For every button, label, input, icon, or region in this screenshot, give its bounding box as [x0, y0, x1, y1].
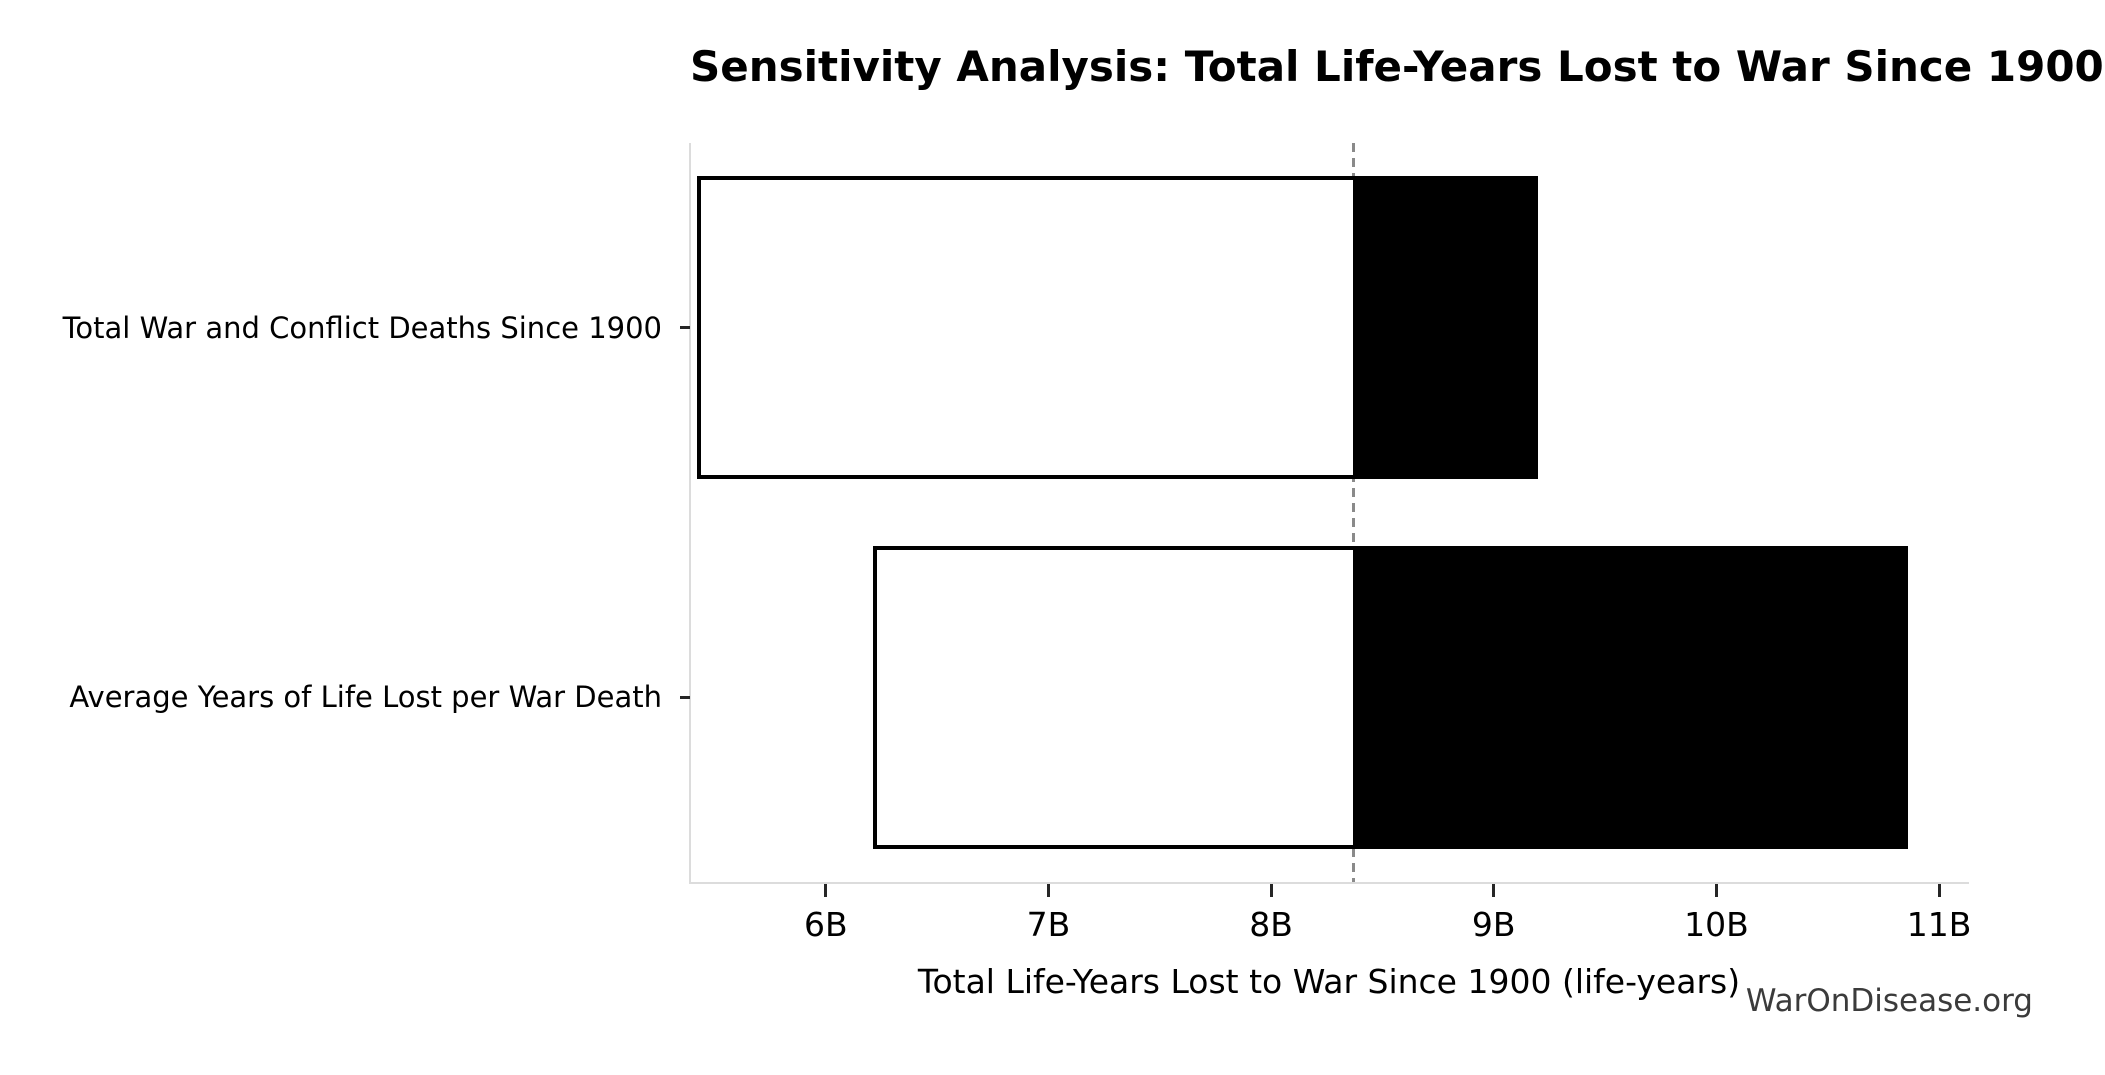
y-axis-spine [689, 143, 691, 884]
chart-title: Sensitivity Analysis: Total Life-Years L… [690, 42, 2104, 91]
tornado-bar-1 [872, 545, 1908, 849]
x-tick-label-6B: 6B [803, 905, 848, 944]
x-tick-mark-10B [1714, 884, 1718, 897]
x-tick-label-11B: 11B [1906, 905, 1972, 944]
y-tick-mark-1 [680, 695, 690, 699]
bar-high-side-fill [1353, 176, 1539, 480]
watermark-text: WarOnDisease.org [1745, 983, 2033, 1019]
x-axis-spine [689, 882, 1969, 884]
x-tick-mark-6B [824, 884, 828, 897]
y-category-label-years-lost: Average Years of Life Lost per War Death [69, 680, 662, 715]
x-tick-label-7B: 7B [1026, 905, 1071, 944]
tornado-bar-0 [696, 176, 1539, 480]
y-category-label-deaths: Total War and Conflict Deaths Since 1900 [62, 310, 662, 345]
x-tick-mark-8B [1269, 884, 1273, 897]
baseline-dashed-line [1351, 143, 1355, 882]
x-tick-mark-11B [1937, 884, 1941, 897]
x-tick-mark-7B [1046, 884, 1050, 897]
y-tick-mark-0 [680, 326, 690, 330]
x-tick-label-10B: 10B [1684, 905, 1749, 944]
x-axis-label: Total Life-Years Lost to War Since 1900 … [917, 962, 1741, 1001]
bar-high-side-fill [1353, 545, 1908, 849]
plot-area: 6B 7B 8B 9B 10B 11B [680, 143, 1971, 944]
x-tick-label-8B: 8B [1249, 905, 1293, 944]
x-tick-mark-9B [1492, 884, 1496, 897]
x-tick-label-9B: 9B [1471, 905, 1516, 944]
